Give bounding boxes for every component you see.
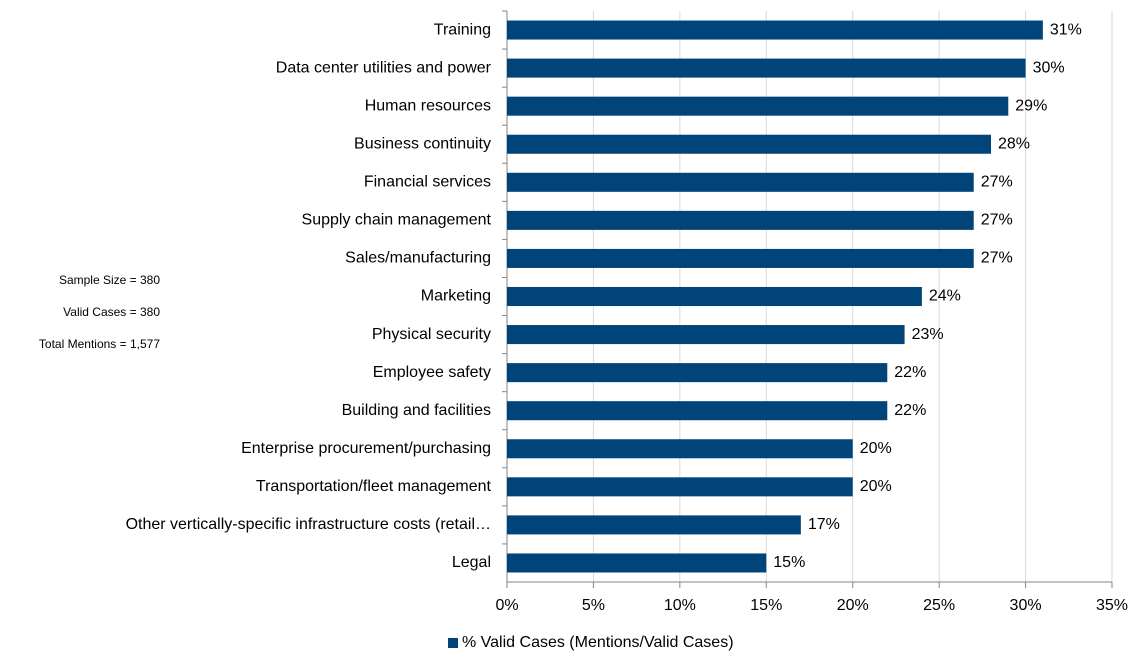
value-label: 29%	[1015, 97, 1047, 114]
bar	[507, 477, 853, 497]
x-tick-label: 35%	[1096, 597, 1128, 614]
bar	[507, 325, 905, 345]
y-tick-label: Financial services	[364, 174, 491, 191]
y-tick-label: Business continuity	[354, 135, 491, 152]
value-label: 15%	[773, 554, 805, 571]
bar	[507, 401, 888, 421]
value-label: 20%	[860, 478, 892, 495]
y-tick-label: Legal	[452, 554, 491, 571]
bar	[507, 248, 974, 268]
value-label: 30%	[1033, 59, 1065, 76]
value-label: 23%	[912, 326, 944, 343]
x-tick-label: 0%	[495, 597, 518, 614]
bar	[507, 286, 922, 307]
x-tick-label: 30%	[1010, 597, 1042, 614]
y-tick-label: Other vertically-specific infrastructure…	[126, 516, 491, 533]
legend-label: % Valid Cases (Mentions/Valid Cases)	[462, 634, 734, 651]
y-tick-label: Enterprise procurement/purchasing	[241, 440, 491, 457]
x-tick-label: 5%	[582, 597, 605, 614]
value-label: 28%	[998, 135, 1030, 152]
x-tick-label: 25%	[923, 597, 955, 614]
x-tick-label: 15%	[750, 597, 782, 614]
y-tick-label: Sales/manufacturing	[345, 250, 491, 267]
bar	[507, 96, 1009, 116]
bar	[507, 210, 974, 230]
y-tick-label: Building and facilities	[342, 402, 491, 419]
value-label: 27%	[981, 212, 1013, 229]
y-tick-label: Training	[434, 21, 491, 38]
bar	[507, 363, 888, 383]
value-label: 27%	[981, 250, 1013, 267]
value-label: 27%	[981, 174, 1013, 191]
y-tick-label: Supply chain management	[302, 212, 492, 229]
x-tick-label: 10%	[664, 597, 696, 614]
bar	[507, 134, 991, 154]
x-tick-label: 20%	[837, 597, 869, 614]
legend-swatch	[448, 638, 458, 648]
value-label: 17%	[808, 516, 840, 533]
value-label: 22%	[894, 402, 926, 419]
value-label: 22%	[894, 364, 926, 381]
annotation: Total Mentions = 1,577	[39, 337, 160, 351]
bar	[507, 439, 853, 459]
bar	[507, 20, 1043, 40]
y-tick-label: Physical security	[372, 326, 491, 343]
bar	[507, 553, 767, 573]
bar	[507, 58, 1026, 78]
bar	[507, 172, 974, 192]
value-label: 24%	[929, 288, 961, 305]
y-tick-label: Data center utilities and power	[276, 59, 492, 76]
annotation: Valid Cases = 380	[63, 305, 160, 319]
y-tick-label: Employee safety	[373, 364, 491, 381]
value-label: 31%	[1050, 21, 1082, 38]
y-tick-label: Human resources	[365, 97, 491, 114]
y-tick-label: Transportation/fleet management	[256, 478, 492, 495]
value-label: 20%	[860, 440, 892, 457]
bar	[507, 515, 801, 535]
y-tick-label: Marketing	[421, 288, 491, 305]
annotation: Sample Size = 380	[59, 273, 160, 287]
